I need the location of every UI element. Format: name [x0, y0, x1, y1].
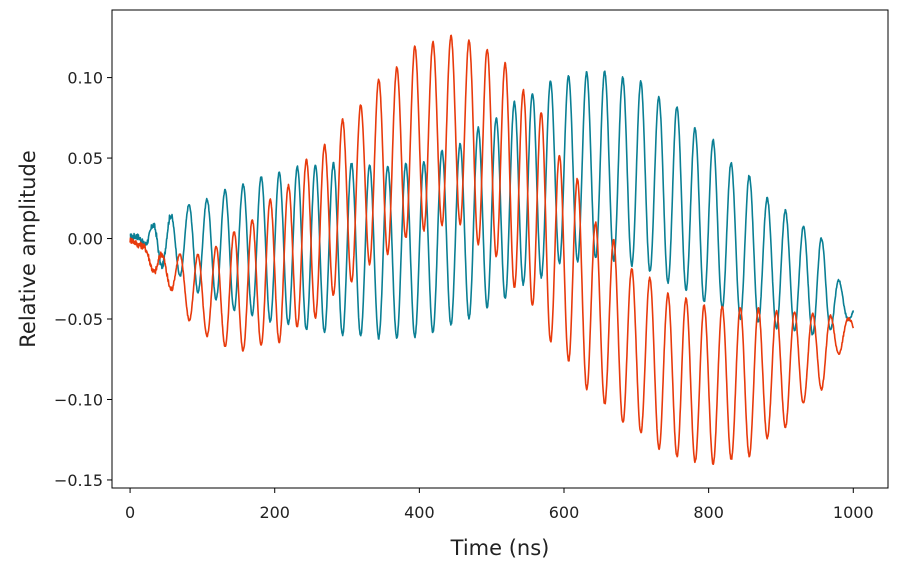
y-tick-label: −0.15	[54, 471, 103, 490]
series-line-2	[129, 34, 855, 466]
y-tick-label: −0.05	[54, 310, 103, 329]
y-tick-label: −0.10	[54, 390, 103, 409]
series-line-1	[129, 70, 855, 340]
series-group	[129, 34, 855, 466]
y-tick-label: 0.10	[67, 69, 103, 88]
y-axis-label: Relative amplitude	[16, 150, 40, 347]
x-tick-label: 0	[125, 503, 135, 522]
y-tick-label: 0.00	[67, 230, 103, 249]
y-tick-label: 0.05	[67, 149, 103, 168]
tick-group: 0 200 400 600 800 1000 −0.15 −0.10 −0.05 0.00 0.05…	[54, 69, 874, 522]
x-tick-label: 400	[404, 503, 435, 522]
x-tick-label: 800	[693, 503, 724, 522]
x-tick-label: 1000	[833, 503, 874, 522]
x-tick-label: 600	[549, 503, 580, 522]
x-tick-label: 200	[259, 503, 290, 522]
plot-frame	[111, 9, 889, 489]
x-axis-label: Time (ns)	[450, 536, 550, 560]
